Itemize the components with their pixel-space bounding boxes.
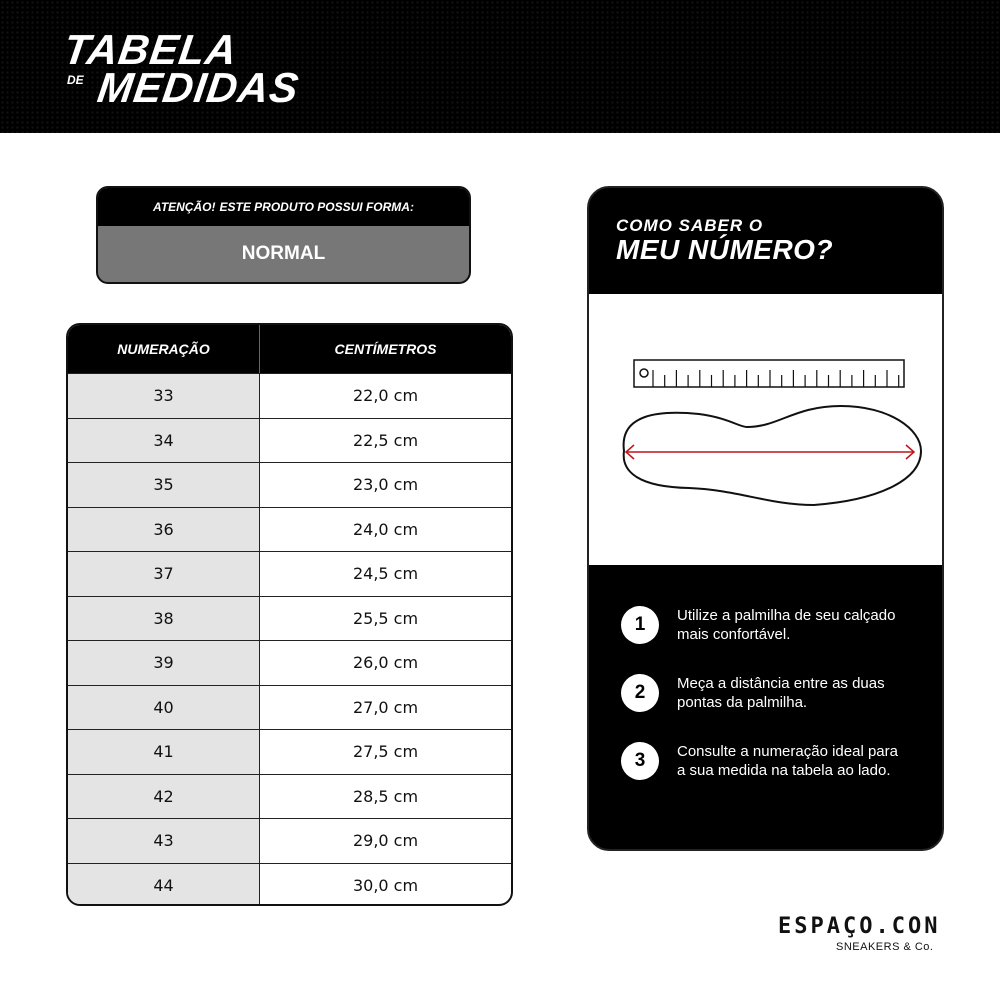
table-row: 37 24,5 cm [68,551,511,596]
insole-illustration [589,294,942,565]
step-number: 3 [621,742,659,780]
size-cell: 35 [68,463,260,507]
size-table: NUMERAÇÃO CENTÍMETROS 33 22,0 cm 34 22,5 cm… [66,323,513,906]
cm-cell: 24,0 cm [352,519,419,539]
notice-bold: ATENÇÃO! [153,200,216,214]
size-cell: 44 [68,863,260,904]
ruler-icon [633,359,905,388]
cm-cell: 23,0 cm [352,475,419,495]
table-row: 43 29,0 cm [68,818,511,863]
step-number: 1 [621,606,659,644]
cm-cell: 28,5 cm [352,786,419,806]
table-row: 39 26,0 cm [68,640,511,685]
size-cell: 42 [68,774,260,818]
size-cell: 37 [68,552,260,596]
cm-cell: 26,0 cm [352,653,419,673]
step-item: 1 Utilize a palmilha de seu calçado mais … [621,606,907,644]
table-row: 44 30,0 cm [68,862,511,904]
cm-cell: 29,0 cm [352,831,419,851]
step-text: Utilize a palmilha de seu calçado mais c… [677,607,896,643]
col-header-size: NUMERAÇÃO [68,325,260,373]
table-row: 36 24,0 cm [68,506,511,551]
size-cell: 40 [68,685,260,729]
step-item: 2 Meça a distância entre as duas pontas d… [621,674,907,712]
form-notice: ATENÇÃO! ESTE PRODUTO POSSUI FORMA: NORMA… [96,186,471,284]
cm-cell: 24,5 cm [352,564,419,584]
title-line2: MEDIDAS [94,64,303,111]
cm-cell: 27,0 cm [352,697,419,717]
step-item: 3 Consulte a numeração ideal para a sua m… [621,742,907,780]
cm-cell: 22,5 cm [352,430,419,450]
insole-outline [622,404,923,507]
table-row: 34 22,5 cm [68,417,511,462]
size-cell: 41 [68,730,260,774]
size-cell: 36 [68,507,260,551]
halftone-texture [0,0,1000,133]
size-cell: 39 [68,641,260,685]
step-text: Consulte a numeração ideal para a sua me… [677,743,898,779]
table-header: NUMERAÇÃO CENTÍMETROS [68,325,511,373]
notice-text: ESTE PRODUTO POSSUI FORMA: [219,200,414,214]
header-banner: TABELA DE MEDIDAS [0,0,1000,133]
size-cell: 33 [68,374,260,418]
table-row: 42 28,5 cm [68,773,511,818]
guide-title-line1: COMO SABER O [616,216,764,235]
table-body: 33 22,0 cm 34 22,5 cm 35 23,0 cm 36 24,0 cm 37 24… [68,373,511,904]
step-number: 2 [621,674,659,712]
brand-logo: ESPAÇO.CON [778,914,941,939]
how-to-card: COMO SABER O MEU NÚMERO? 1 Utilize a palm… [587,186,944,851]
guide-title-line2: MEU NÚMERO? [616,234,834,265]
size-cell: 43 [68,819,260,863]
table-row: 40 27,0 cm [68,684,511,729]
notice-value: NORMAL [241,243,326,264]
table-row: 41 27,5 cm [68,729,511,774]
table-row: 35 23,0 cm [68,462,511,507]
cm-cell: 22,0 cm [352,386,419,406]
size-cell: 38 [68,596,260,640]
title-de: DE [67,73,84,87]
measure-arrow [624,444,916,460]
cm-cell: 30,0 cm [352,875,419,895]
table-row: 33 22,0 cm [68,373,511,418]
table-row: 38 25,5 cm [68,595,511,640]
col-header-cm: CENTÍMETROS [334,341,437,357]
cm-cell: 27,5 cm [352,742,419,762]
cm-cell: 25,5 cm [352,608,419,628]
brand-tagline: SNEAKERS & Co. [836,941,934,953]
notice-label: ATENÇÃO! ESTE PRODUTO POSSUI FORMA: [98,188,469,226]
size-cell: 34 [68,418,260,462]
step-text: Meça a distância entre as duas pontas da… [677,675,885,711]
